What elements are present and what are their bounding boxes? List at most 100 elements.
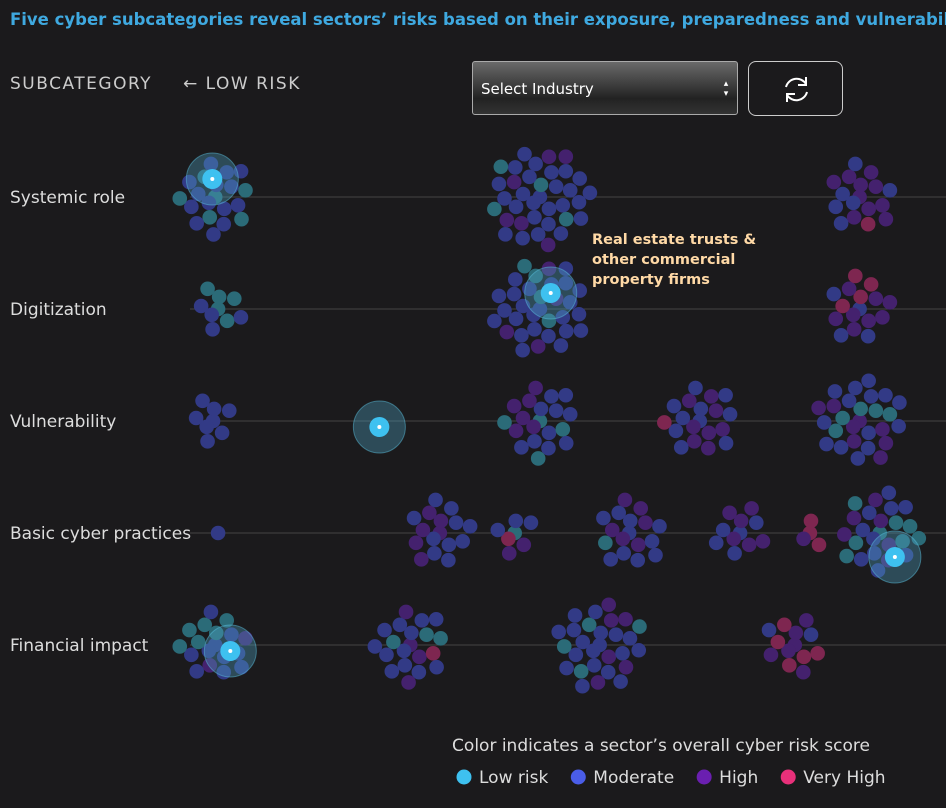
sector-dot	[426, 531, 441, 547]
sector-dot	[558, 275, 574, 291]
sector-dot	[575, 634, 591, 650]
sector-dot	[644, 534, 660, 549]
sector-dot	[875, 310, 890, 325]
direction-label: ← LOW RISK	[183, 74, 301, 94]
sector-dot	[826, 286, 842, 302]
sector-dot	[582, 185, 598, 201]
sector-dot	[827, 384, 843, 399]
sector-dot	[419, 627, 434, 642]
sector-dot	[810, 646, 825, 661]
sector-dot	[744, 501, 759, 516]
sector-dot	[755, 534, 771, 549]
sector-dot	[544, 389, 559, 404]
sector-dot	[708, 535, 724, 551]
sector-dot	[558, 323, 574, 339]
sector-dot	[882, 407, 898, 422]
sector-dot	[499, 324, 515, 340]
sector-dot	[868, 179, 884, 194]
legend-swatch	[780, 769, 796, 785]
sector-dot	[527, 210, 542, 225]
sector-dot	[188, 410, 204, 426]
sector-dot	[796, 664, 811, 680]
sector-dot	[444, 501, 459, 516]
sector-dot	[911, 530, 927, 546]
sector-dot	[408, 535, 424, 551]
sector-dot	[596, 510, 611, 526]
sector-dot	[234, 211, 249, 227]
sector-dot	[788, 625, 804, 641]
sector-dot	[611, 505, 627, 521]
sector-dot	[219, 165, 235, 180]
sector-dot	[190, 634, 206, 650]
highlight-center	[892, 555, 897, 559]
sector-dot	[506, 286, 522, 302]
sector-dot	[487, 201, 502, 217]
sector-dot	[182, 622, 197, 638]
sector-dot	[491, 176, 507, 192]
sector-dot	[593, 625, 609, 641]
sector-dot	[441, 537, 457, 553]
sector-dot	[828, 199, 844, 215]
sector-dot	[850, 451, 866, 466]
sector-dot	[427, 546, 442, 561]
sector-dot	[412, 649, 427, 665]
sector-dot	[433, 513, 449, 529]
sector-dot	[848, 535, 864, 551]
sector-dot	[845, 307, 861, 323]
sector-dot	[870, 563, 886, 578]
sector-dot	[853, 177, 868, 193]
sector-dot	[219, 313, 235, 329]
sector-dot	[441, 552, 456, 568]
sector-dot	[515, 186, 531, 202]
sector-dot	[530, 451, 546, 466]
sector-dot	[701, 425, 717, 441]
sector-dot	[172, 639, 188, 654]
sector-dot	[189, 216, 204, 231]
sector-dot	[541, 216, 556, 232]
sector-dot	[523, 515, 539, 530]
sector-dot	[799, 613, 814, 628]
sector-dot	[558, 149, 574, 165]
sector-dot	[556, 639, 572, 654]
sector-dot	[638, 515, 653, 530]
reset-button[interactable]	[748, 61, 843, 116]
highlight-label: Real estate trusts & other commercial pr…	[592, 232, 757, 288]
sector-dot	[203, 156, 219, 172]
sector-dot	[803, 513, 819, 529]
sector-dot	[845, 195, 861, 211]
sector-dot	[853, 289, 868, 305]
sector-dot	[586, 643, 601, 659]
sector-dot	[527, 434, 542, 449]
sector-dot	[868, 291, 884, 306]
sector-dot	[189, 664, 204, 679]
sector-dot	[586, 658, 602, 673]
sector-dot	[530, 227, 546, 242]
sector-dot	[533, 401, 549, 417]
sector-dot	[895, 534, 910, 549]
sector-dot	[575, 678, 590, 694]
sector-dot	[761, 622, 777, 638]
sector-dot	[541, 261, 557, 277]
sector-dot	[533, 177, 549, 193]
row-label: Digitization	[10, 300, 107, 320]
sector-dot	[860, 328, 876, 344]
industry-select[interactable]: Select Industry	[472, 61, 738, 115]
sector-dot	[631, 642, 647, 658]
sector-dot	[603, 552, 618, 567]
sector-dot	[182, 174, 197, 190]
sector-dot	[888, 515, 904, 530]
sector-dot	[572, 171, 588, 186]
sector-dot	[811, 400, 826, 416]
sector-dot	[866, 531, 881, 547]
sector-dot	[428, 492, 443, 508]
sector-dot	[516, 537, 532, 553]
sector-dot	[514, 216, 529, 231]
sector-dot	[195, 393, 210, 409]
sector-dot	[224, 627, 239, 642]
sector-dot	[527, 322, 542, 337]
sector-dot	[548, 179, 564, 194]
sector-dot	[501, 531, 516, 547]
sector-dot	[863, 165, 879, 180]
sector-dot	[618, 659, 634, 675]
